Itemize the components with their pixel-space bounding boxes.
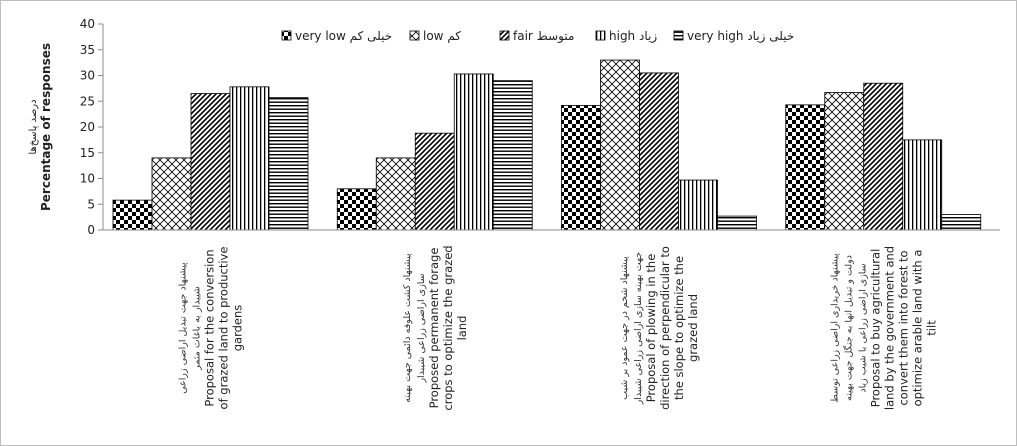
category-label: Proposal for the conversion (203, 249, 217, 406)
bar-very-low-cat-2 (336, 188, 377, 231)
y-axis-title-fa: درصد پاسخ‌ها (28, 99, 39, 154)
bar-high-cat-4 (902, 139, 943, 231)
bar-very-low-cat-3 (561, 104, 601, 231)
category-label-fa: دولت و تبدیل انها به جنگل جهت بهینه (842, 255, 854, 401)
category-labels: پیشنهاد جهت تبدیل اراضی زراعی شیبدار به ب… (178, 245, 939, 410)
bar-very-high-cat-2 (492, 80, 533, 231)
category-label-fa: سازی اراضی زراعی شیبدار (416, 273, 427, 383)
y-axis-title: Percentage of responses (39, 43, 53, 211)
category-label: land by the government and (882, 246, 896, 410)
category-label: land (455, 316, 469, 341)
legend: very low خیلی کم low کم fair متوسط high زیا… (281, 29, 794, 44)
category-label-fa: جهت بهینه سازی اراضی زراعی شیبدار (633, 252, 644, 406)
bar-high-cat-1 (229, 86, 270, 231)
bar-low-cat-2 (375, 157, 416, 231)
category-label: Proposed permanent forage (427, 248, 441, 409)
y-tick-label: 25 (80, 94, 95, 108)
y-tick-label: 10 (80, 172, 95, 186)
bar-high-cat-3 (678, 179, 718, 231)
legend-swatch-fair (499, 30, 510, 41)
category-label-fa: شیبدار به باغات مثمر (192, 286, 203, 371)
category-label-fa: پیشنهاد کشت علوفه دائمی جهت بهینه (402, 253, 413, 403)
y-tick-label: 20 (80, 120, 95, 134)
legend-label-low: low کم (423, 29, 461, 43)
y-tick-label: 15 (80, 146, 95, 160)
category-label: direction of perpendicular to (658, 246, 672, 410)
legend-swatch-low (409, 30, 420, 41)
category-label: gardens (231, 305, 245, 352)
bar-very-high-cat-3 (717, 215, 757, 231)
bar-very-high-cat-1 (268, 97, 309, 231)
category-label-fa: سازی اراضی زراعی با شیب زیاد (857, 263, 868, 392)
category-label: tilt (924, 320, 938, 336)
category-label: crops to optimize the grazed (441, 245, 455, 410)
bar-fair-cat-3 (639, 72, 679, 231)
bar-low-cat-4 (824, 92, 865, 231)
legend-label-very-high: very high خیلی زیاد (687, 29, 794, 44)
legend-swatch-very-high (673, 30, 684, 41)
y-tick-label: 0 (87, 223, 95, 237)
legend-label-fair: fair متوسط (513, 29, 574, 44)
y-tick-label: 5 (87, 197, 95, 211)
bar-low-cat-1 (151, 157, 192, 231)
bar-very-low-cat-1 (112, 199, 153, 231)
y-tick-label: 30 (80, 69, 95, 83)
category-label: convert them into forest to (896, 250, 910, 405)
bar-fair-cat-4 (863, 82, 904, 231)
bar-fair-cat-1 (190, 93, 231, 231)
category-label: the slope to optimize the (672, 256, 686, 400)
category-label: grazed land (686, 294, 700, 362)
y-tick-label: 40 (80, 17, 95, 31)
bar-fair-cat-2 (414, 132, 455, 231)
legend-swatch-very-low (281, 30, 292, 41)
category-label-fa: پیشنهاد شخم در جهت عمود بر شیب (619, 256, 630, 400)
bar-very-high-cat-4 (941, 214, 982, 231)
bars (112, 59, 982, 231)
category-label: Proposal of plowing in the (644, 254, 658, 403)
legend-label-very-low: very low خیلی کم (295, 29, 392, 43)
legend-label-high: high زیاد (609, 29, 657, 44)
category-label: optimize arable land with a (910, 250, 924, 407)
category-label-fa: پیشنهاد خریداری اراضی زراعی توسط (829, 253, 840, 403)
y-axis-ticks: 0 5 10 15 20 25 30 35 40 (80, 17, 103, 237)
category-label: Proposal to buy agricultural (868, 249, 882, 408)
bar-low-cat-3 (600, 59, 640, 231)
bar-very-low-cat-4 (785, 104, 826, 231)
bar-high-cat-2 (453, 73, 494, 231)
legend-swatch-high (595, 30, 606, 41)
category-label: of grazed land to productive (217, 247, 231, 410)
y-tick-label: 35 (80, 43, 95, 57)
category-label-fa: پیشنهاد جهت تبدیل اراضی زراعی (178, 262, 189, 394)
